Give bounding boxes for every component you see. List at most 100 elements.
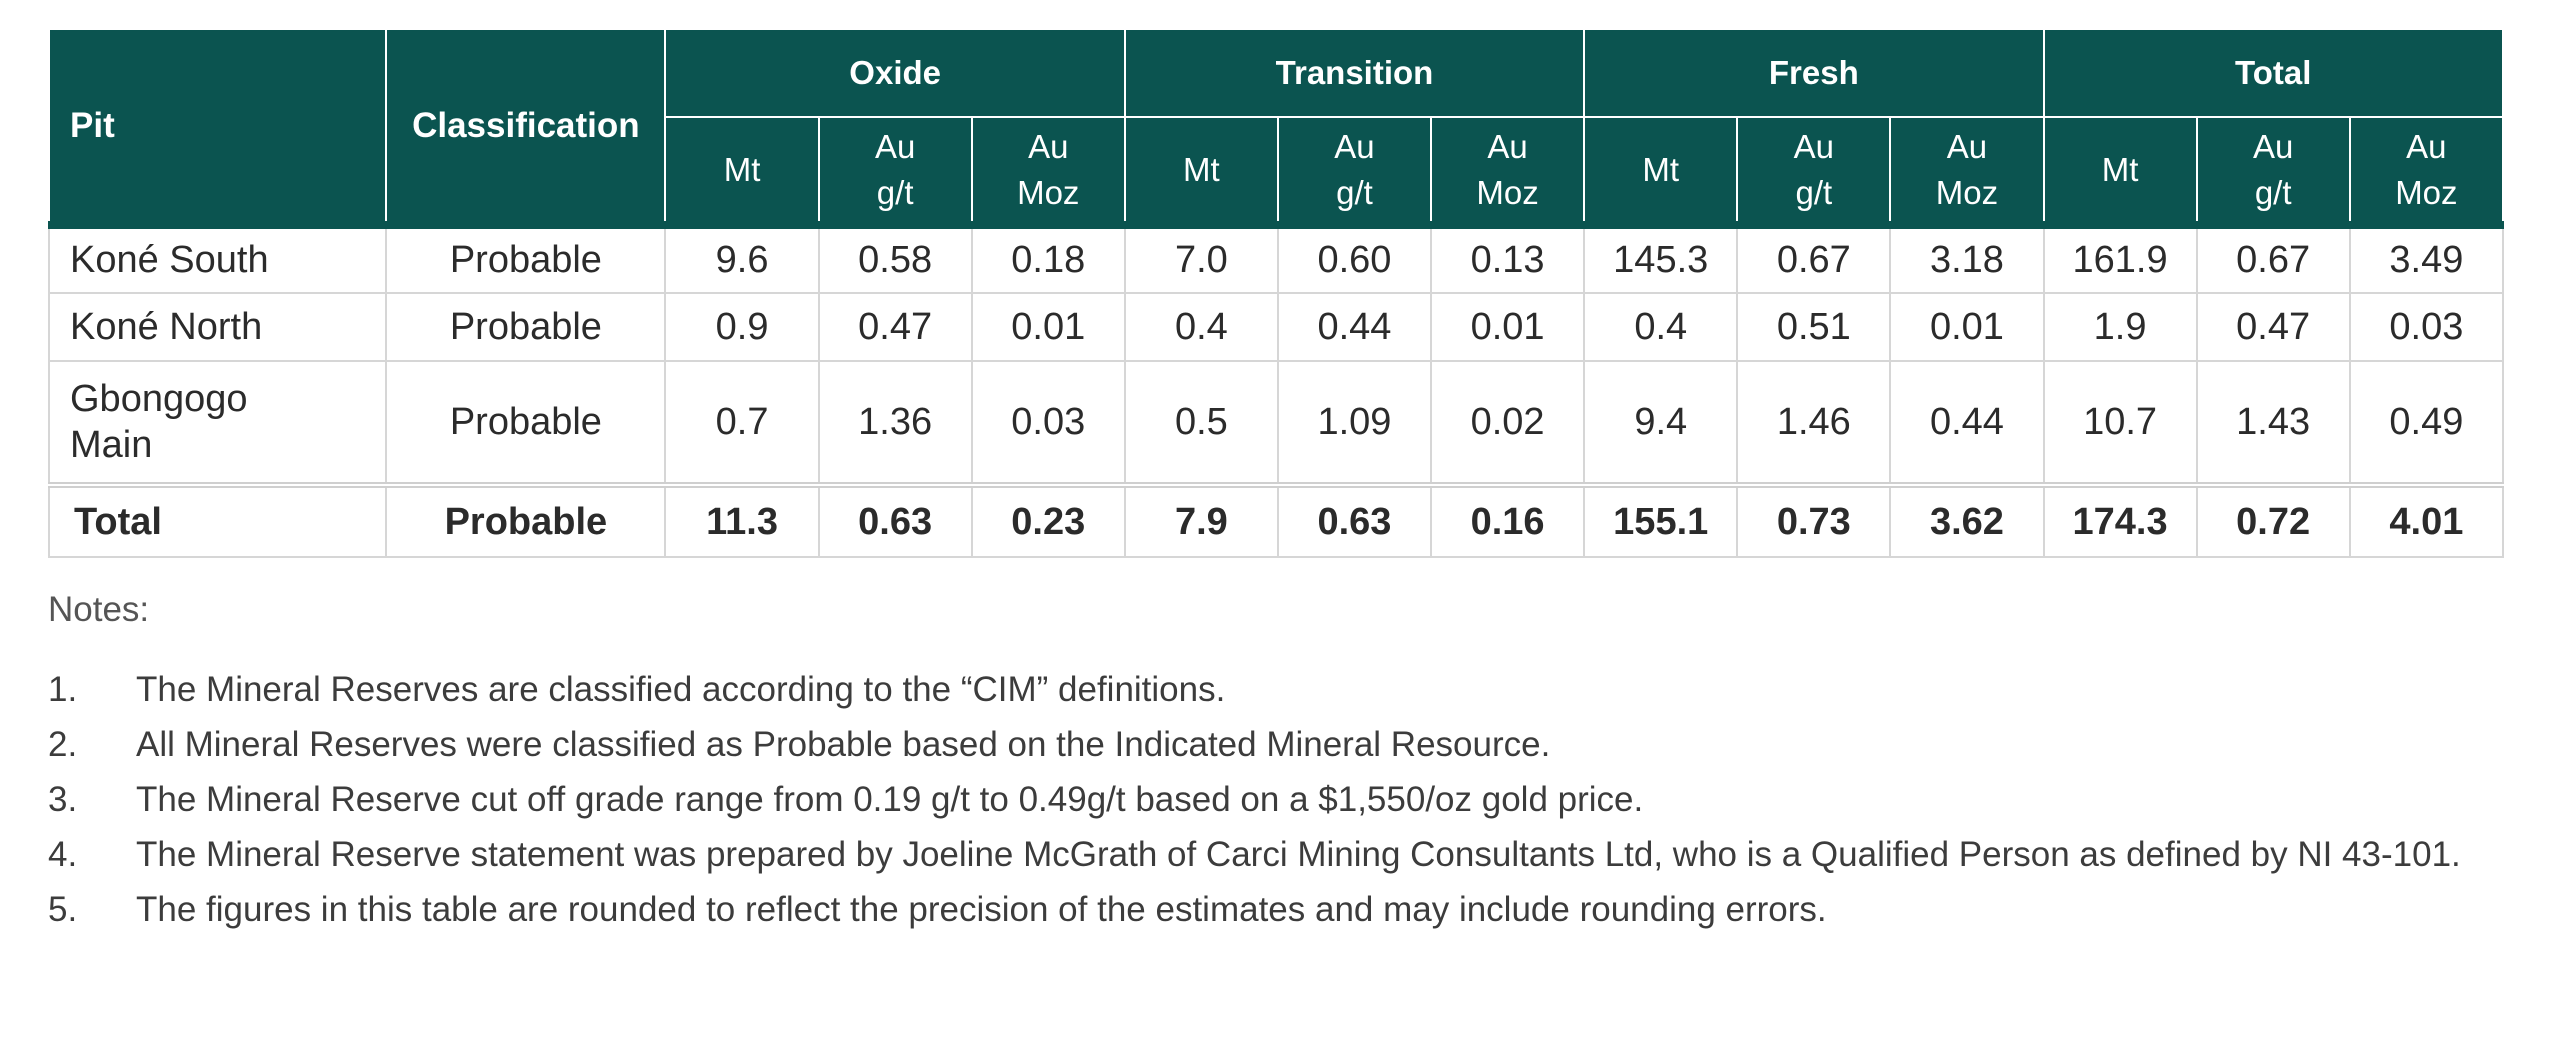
- total-value-cell: 0.63: [817, 482, 973, 558]
- note-number: 3.: [48, 780, 78, 819]
- note-item: 3. The Mineral Reserve cut off grade rang…: [48, 772, 2504, 827]
- transition-header: Transition: [1123, 28, 1586, 118]
- unit-header-line: Au: [1487, 127, 1528, 165]
- value-cell: 0.49: [2348, 360, 2505, 486]
- reserve-table-container: Pit Classification Oxide Transition Fres…: [47, 28, 2505, 558]
- total-value-cell: 0.63: [1276, 482, 1433, 558]
- fresh-header: Fresh: [1583, 28, 2045, 118]
- table-row: Koné North Probable 0.9 0.47 0.01 0.4 0.44 0.01…: [47, 292, 2505, 362]
- total-value-cell: 0.16: [1430, 482, 1586, 558]
- value-cell: 161.9: [2042, 221, 2198, 294]
- value-cell: 0.02: [1430, 360, 1586, 486]
- pit-name-cell: Koné North: [47, 292, 388, 362]
- note-item: 5. The figures in this table are rounded …: [48, 882, 2504, 937]
- value-cell: 0.67: [1736, 221, 1892, 294]
- unit-header-line: g/t: [1795, 173, 1833, 211]
- unit-header-line: g/t: [876, 173, 914, 211]
- value-cell: 0.44: [1889, 360, 2045, 486]
- pit-name-line: Gbongogo: [70, 378, 248, 420]
- unit-header: Mt: [2042, 116, 2198, 226]
- value-cell: 9.6: [664, 221, 820, 294]
- value-cell: 1.9: [2042, 292, 2198, 362]
- value-cell: 7.0: [1123, 221, 1279, 294]
- note-number: 5.: [48, 890, 78, 929]
- classification-cell: Probable: [385, 292, 667, 362]
- pit-header: Pit: [47, 28, 388, 226]
- note-text: The figures in this table are rounded to…: [136, 890, 1827, 929]
- note-text: All Mineral Reserves were classified as …: [136, 725, 1551, 764]
- unit-header-line: Mt: [723, 150, 761, 188]
- notes-title: Notes:: [48, 590, 150, 629]
- value-cell: 0.01: [970, 292, 1126, 362]
- value-cell: 0.18: [970, 221, 1126, 294]
- unit-header: Au g/t: [2195, 116, 2351, 226]
- value-cell: 1.43: [2195, 360, 2351, 486]
- table-row: Gbongogo Main Probable 0.7 1.36 0.03 0.5 1.09 0.…: [47, 360, 2505, 486]
- pit-name-cell: Gbongogo Main: [47, 360, 388, 486]
- value-cell: 1.36: [817, 360, 973, 486]
- unit-header-line: Au: [2252, 127, 2294, 165]
- unit-header: Au Moz: [1889, 116, 2045, 226]
- note-text: The Mineral Reserves are classified acco…: [136, 670, 1226, 709]
- unit-header-line: Moz: [1476, 173, 1539, 211]
- unit-header-line: g/t: [2254, 173, 2292, 211]
- unit-header-line: Au: [1793, 127, 1835, 165]
- header-row-units: Mt Au g/t Au Moz Mt Au g/t Au Moz Mt Au g/t A…: [49, 116, 2505, 226]
- pit-name-line: Main: [70, 424, 153, 466]
- value-cell: 0.9: [664, 292, 820, 362]
- total-value-cell: 0.72: [2195, 482, 2351, 558]
- total-classification-cell: Probable: [385, 482, 667, 558]
- note-number: 4.: [48, 835, 78, 874]
- table-row: Koné South Probable 9.6 0.58 0.18 7.0 0.60 0.13…: [47, 221, 2505, 294]
- table-body: Koné South Probable 9.6 0.58 0.18 7.0 0.60 0.13…: [47, 221, 2505, 558]
- unit-header: Au Moz: [1430, 116, 1586, 226]
- classification-header: Classification: [385, 28, 667, 226]
- note-text: The Mineral Reserve cut off grade range …: [136, 780, 1644, 819]
- total-value-cell: 174.3: [2042, 482, 2198, 558]
- value-cell: 0.44: [1276, 292, 1433, 362]
- value-cell: 1.09: [1276, 360, 1433, 486]
- unit-header: Au g/t: [817, 116, 973, 226]
- pit-name-cell: Koné South: [47, 221, 388, 294]
- unit-header: Mt: [1123, 116, 1279, 226]
- unit-header: Au Moz: [2348, 116, 2505, 226]
- value-cell: 0.03: [970, 360, 1126, 486]
- pit-name-line: Koné South: [70, 239, 269, 281]
- value-cell: 10.7: [2042, 360, 2198, 486]
- value-cell: 0.4: [1583, 292, 1739, 362]
- unit-header-line: Au: [1334, 127, 1375, 165]
- value-cell: 0.47: [817, 292, 973, 362]
- total-value-cell: 0.73: [1736, 482, 1892, 558]
- unit-header: Au g/t: [1736, 116, 1892, 226]
- classification-cell: Probable: [385, 221, 667, 294]
- unit-header: Au g/t: [1276, 116, 1433, 226]
- table-header: Pit Classification Oxide Transition Fres…: [47, 28, 2505, 226]
- value-cell: 0.4: [1123, 292, 1279, 362]
- note-item: 4. The Mineral Reserve statement was prep…: [48, 827, 2504, 882]
- unit-header-line: Au: [1028, 127, 1069, 165]
- note-text: The Mineral Reserve statement was prepar…: [136, 835, 2461, 874]
- note-number: 1.: [48, 670, 78, 709]
- notes-section: Notes: 1. The Mineral Reserves are classi…: [48, 590, 2504, 937]
- total-label-cell: Total: [47, 482, 388, 558]
- note-number: 2.: [48, 725, 78, 764]
- value-cell: 0.60: [1276, 221, 1433, 294]
- unit-header-line: Mt: [2101, 150, 2139, 188]
- unit-header: Mt: [664, 116, 820, 226]
- unit-header: Mt: [1583, 116, 1739, 226]
- note-item: 2. All Mineral Reserves were classified a…: [48, 717, 2504, 772]
- total-value-cell: 3.62: [1889, 482, 2045, 558]
- note-item: 1. The Mineral Reserves are classified ac…: [48, 662, 2504, 717]
- value-cell: 0.67: [2195, 221, 2351, 294]
- unit-header-line: g/t: [1336, 173, 1373, 211]
- unit-header-line: Moz: [1017, 173, 1080, 211]
- header-row-groups: Pit Classification Oxide Transition Fres…: [47, 28, 2504, 226]
- unit-header-line: Au: [2406, 127, 2447, 165]
- total-row: Total Probable 11.3 0.63 0.23 7.9 0.63 0.16 155.…: [47, 482, 2505, 558]
- unit-header-line: Au: [1946, 127, 1988, 165]
- value-cell: 0.13: [1430, 221, 1586, 294]
- notes-list: 1. The Mineral Reserves are classified ac…: [48, 662, 2504, 937]
- value-cell: 3.18: [1889, 221, 2045, 294]
- value-cell: 1.46: [1736, 360, 1892, 486]
- unit-header-line: Au: [874, 127, 916, 165]
